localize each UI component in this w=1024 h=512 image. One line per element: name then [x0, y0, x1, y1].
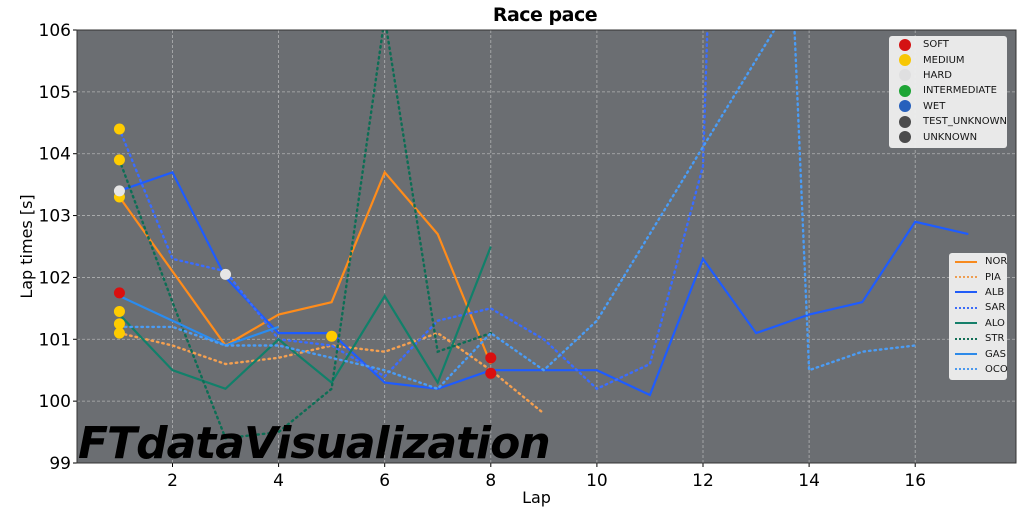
legend-label: ALO: [985, 317, 1005, 329]
x-tick-label: 12: [692, 471, 714, 491]
y-tick-label: 101: [39, 330, 71, 350]
series-line-alo: [118, 246, 492, 391]
watermark: FTdataVisualization: [78, 418, 551, 469]
compound-marker-soft: [485, 367, 497, 379]
legend-label: PIA: [985, 271, 1001, 283]
legend-label: NOR: [985, 256, 1008, 268]
x-tick-label: 16: [904, 471, 926, 491]
plot-background: [77, 30, 1016, 463]
line-swatch-icon: [955, 276, 977, 279]
legend-item-oco: OCO: [949, 362, 1008, 377]
tyre-dot-icon: [899, 115, 911, 128]
line-swatch-icon: [955, 306, 977, 309]
x-tick-label: 8: [485, 471, 496, 491]
x-tick-label: 4: [273, 471, 284, 491]
compound-marker-medium: [113, 318, 125, 330]
legend-label: TEST_UNKNOWN: [923, 116, 1007, 128]
y-tick-label: 103: [39, 207, 71, 227]
line-swatch-icon: [955, 291, 977, 294]
compound-marker-soft: [113, 287, 125, 299]
y-tick-label: 102: [39, 268, 71, 288]
tyre-dot-icon: [899, 100, 911, 113]
x-tick-label: 2: [167, 471, 178, 491]
series-line-oco: [118, 30, 917, 391]
compound-marker-soft: [485, 352, 497, 364]
tyre-dot-icon: [899, 54, 911, 67]
legend-item-str: STR: [949, 331, 1007, 346]
compound-legend: SOFT MEDIUM HARD INTERMEDIATE WET TEST_UNKNOW…: [889, 36, 1007, 148]
legend-label: OCO: [985, 363, 1008, 375]
line-swatch-icon: [955, 260, 977, 263]
compound-marker-medium: [113, 154, 125, 166]
x-tick-label: 14: [798, 471, 820, 491]
y-tick-label: 99: [49, 454, 71, 474]
driver-legend: NOR PIA ALB SAR ALO STR GAS OCO: [949, 253, 1008, 381]
compound-marker-medium: [113, 123, 125, 135]
legend-item-sar: SAR: [949, 300, 1007, 315]
y-tick-label: 100: [39, 392, 71, 412]
legend-label: STR: [985, 333, 1005, 345]
legend-label: MEDIUM: [923, 54, 965, 66]
legend-item-test_unknown: TEST_UNKNOWN: [889, 114, 1007, 129]
legend-item-alo: ALO: [949, 316, 1007, 331]
legend-item-alb: ALB: [949, 285, 1007, 300]
y-tick-label: 105: [39, 83, 71, 103]
legend-item-nor: NOR: [949, 254, 1007, 269]
compound-marker-hard: [220, 268, 232, 280]
compound-marker-medium: [113, 327, 125, 339]
legend-label: HARD: [923, 69, 953, 81]
legend-label: SAR: [985, 302, 1006, 314]
legend-item-intermediate: INTERMEDIATE: [889, 83, 1007, 98]
y-tick-label: 104: [39, 145, 71, 165]
y-tick-label: 106: [39, 21, 71, 41]
y-axis-label: Lap times [s]: [17, 194, 36, 298]
legend-label: SOFT: [923, 39, 949, 51]
compound-marker-medium: [326, 330, 338, 342]
legend-label: INTERMEDIATE: [923, 85, 997, 97]
legend-label: GAS: [985, 348, 1006, 360]
line-swatch-icon: [955, 337, 977, 340]
legend-item-pia: PIA: [949, 269, 1007, 284]
tyre-dot-icon: [899, 69, 911, 82]
plot-frame: [76, 29, 1017, 464]
legend-label: ALB: [985, 286, 1005, 298]
legend-item-wet: WET: [889, 99, 1007, 114]
legend-item-medium: MEDIUM: [889, 52, 1007, 67]
tyre-dot-icon: [899, 38, 911, 51]
line-swatch-icon: [955, 322, 977, 325]
legend-item-unknown: UNKNOWN: [889, 129, 1007, 144]
series-line-pia: [118, 331, 545, 415]
x-tick-label: 6: [379, 471, 390, 491]
line-swatch-icon: [955, 353, 977, 356]
tyre-dot-icon: [899, 84, 911, 97]
legend-item-hard: HARD: [889, 68, 1007, 83]
compound-marker-medium: [113, 305, 125, 317]
legend-item-gas: GAS: [949, 346, 1007, 361]
line-swatch-icon: [955, 368, 977, 371]
x-tick-label: 10: [586, 471, 608, 491]
tyre-dot-icon: [899, 131, 911, 144]
x-axis-label: Lap: [522, 488, 551, 507]
chart-title: Race pace: [492, 4, 598, 26]
legend-label: WET: [923, 100, 946, 112]
compound-marker-hard: [113, 185, 125, 197]
series-line-gas: [118, 295, 279, 347]
legend-item-soft: SOFT: [889, 37, 1007, 52]
legend-label: UNKNOWN: [923, 131, 978, 143]
